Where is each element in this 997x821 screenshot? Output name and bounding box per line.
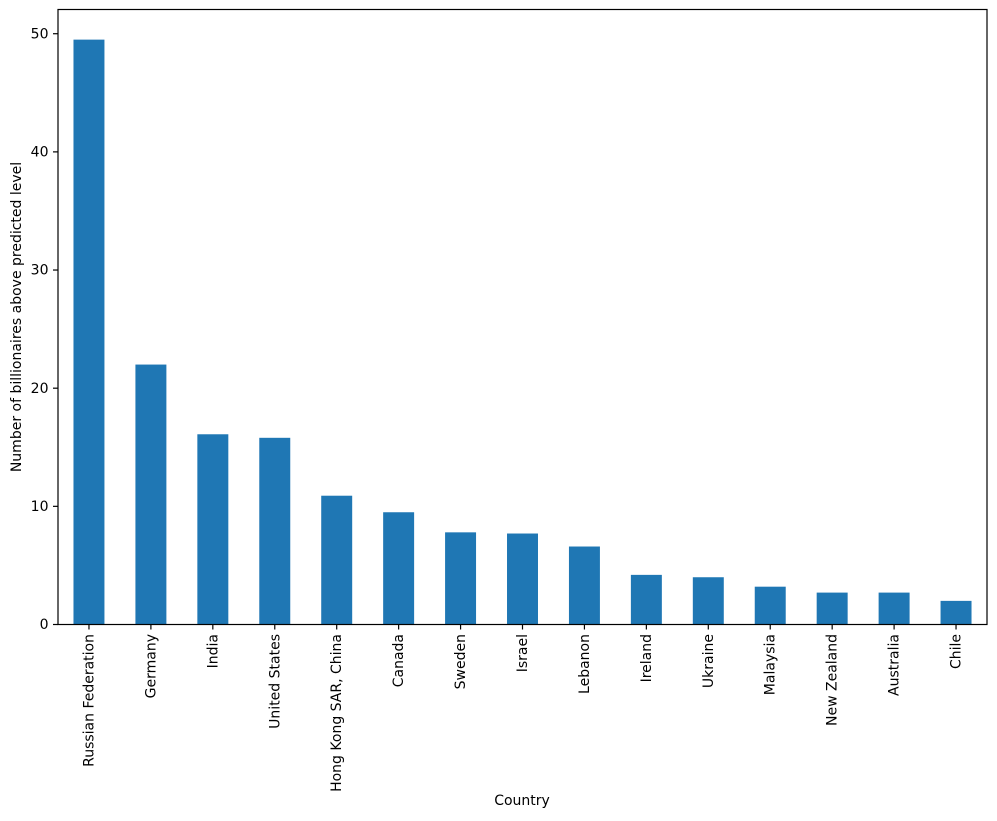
x-axis-title: Country xyxy=(494,793,550,809)
x-tick-label-chile: Chile xyxy=(949,634,965,669)
bar-russian-federation xyxy=(73,39,105,625)
bar-sweden xyxy=(445,532,477,625)
x-tick-label-hong-kong-sar-china: Hong Kong SAR, China xyxy=(329,634,345,792)
bar-ukraine xyxy=(692,577,724,625)
bar-israel xyxy=(507,533,538,625)
x-tick-label-australia: Australia xyxy=(887,634,903,696)
x-tick-label-germany: Germany xyxy=(143,634,159,698)
x-tick-label-israel: Israel xyxy=(515,634,531,672)
x-tick-label-lebanon: Lebanon xyxy=(577,634,593,694)
x-tick-label-canada: Canada xyxy=(391,634,407,687)
bar-malaysia xyxy=(754,586,786,625)
plot-area-border xyxy=(57,8,988,626)
x-tick-label-united-states: United States xyxy=(267,634,283,729)
x-tick-label-russian-federation: Russian Federation xyxy=(81,634,97,767)
bar-united-states xyxy=(259,437,291,625)
y-tick-label: 10 xyxy=(31,499,49,515)
bar-lebanon xyxy=(568,546,600,625)
y-axis-title: Number of billionaires above predicted l… xyxy=(9,161,25,473)
x-tick-label-india: India xyxy=(205,634,221,668)
bar-australia xyxy=(878,592,910,625)
bar-new-zealand xyxy=(816,592,848,625)
bar-chile xyxy=(940,600,972,625)
x-tick-label-ukraine: Ukraine xyxy=(701,634,717,688)
y-tick-label: 20 xyxy=(31,381,49,397)
y-tick-label: 50 xyxy=(31,26,49,42)
y-tick-label: 30 xyxy=(31,263,49,279)
bar-ireland xyxy=(630,574,662,625)
y-tick-label: 40 xyxy=(31,145,49,161)
bar-india xyxy=(197,434,229,625)
x-tick-label-ireland: Ireland xyxy=(639,634,655,682)
x-tick-label-malaysia: Malaysia xyxy=(763,634,779,695)
x-tick-label-new-zealand: New Zealand xyxy=(825,634,841,726)
bar-hong-kong-sar-china xyxy=(321,495,353,625)
y-tick-label: 0 xyxy=(40,617,49,633)
bar-germany xyxy=(135,364,167,625)
bar-canada xyxy=(383,512,415,625)
x-tick-label-sweden: Sweden xyxy=(453,634,469,689)
